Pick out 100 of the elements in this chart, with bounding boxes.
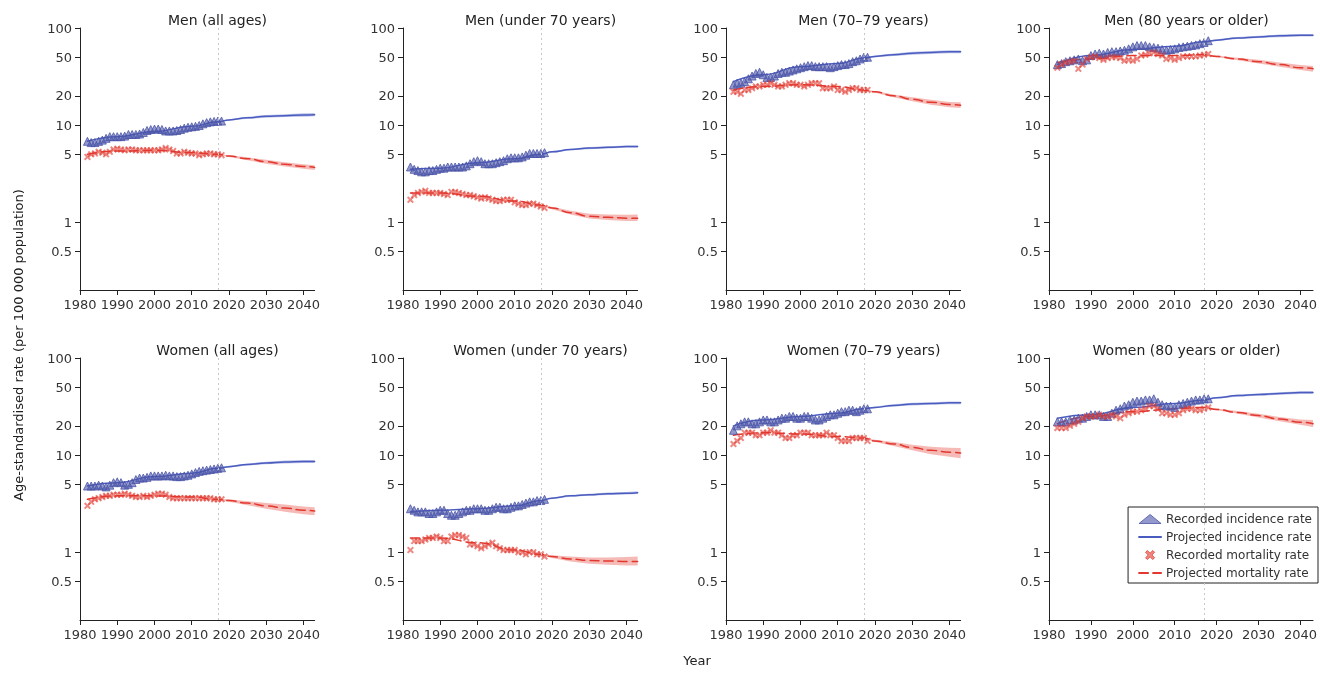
y-tick-label: 0.5 (374, 573, 395, 589)
x-tick-label: 2040 (932, 297, 966, 312)
point (1053, 64, 1061, 72)
point (1203, 394, 1213, 404)
point (217, 116, 227, 126)
chart-title: Women (80 years or older) (1092, 342, 1281, 358)
y-tick-label: 1 (63, 544, 72, 560)
point (1099, 56, 1107, 64)
point (218, 151, 226, 159)
point (540, 148, 550, 158)
y-tick-label: 10 (55, 117, 72, 133)
point (217, 463, 227, 473)
x-tick-label: 1980 (709, 627, 743, 642)
point (218, 495, 226, 503)
y-tick-label: 20 (55, 418, 72, 434)
chart-title: Women (70–79 years) (786, 342, 941, 358)
chart-title: Women (all ages) (156, 342, 279, 358)
x-tick-label: 2000 (783, 627, 818, 642)
x-tick-label: 2000 (460, 627, 495, 642)
x-tick-label: 1990 (1074, 297, 1108, 312)
x-tick-label: 2030 (1242, 297, 1276, 312)
y-tick-label: 10 (1024, 117, 1041, 133)
y-tick-label: 10 (378, 447, 395, 463)
point (406, 546, 414, 554)
chart-title: Men (under 70 years) (464, 12, 617, 28)
x-tick-label: 2020 (212, 297, 246, 312)
x-tick-label: 2020 (858, 297, 892, 312)
point (541, 553, 549, 561)
point (521, 498, 531, 508)
point (105, 480, 115, 490)
x-tick-label: 1990 (746, 627, 780, 642)
y-tick-label: 100 (370, 350, 395, 366)
y-tick-label: 1 (1032, 544, 1041, 560)
x-tick-label: 2010 (175, 627, 209, 642)
x-tick-label: 1980 (386, 297, 420, 312)
x-tick-label: 2020 (1200, 297, 1234, 312)
x-tick-label: 2030 (249, 627, 283, 642)
point (737, 434, 745, 442)
y-tick-label: 50 (701, 379, 718, 395)
x-tick-label: 2040 (286, 297, 320, 312)
y-tick-label: 50 (378, 379, 395, 395)
y-tick-label: 10 (55, 447, 72, 463)
y-tick-label: 1 (709, 544, 718, 560)
x-tick-label: 2020 (212, 627, 246, 642)
point (1116, 54, 1124, 62)
x-tick-label: 1980 (386, 627, 420, 642)
y-tick-label: 5 (386, 476, 395, 492)
y-tick-label: 20 (701, 88, 718, 104)
x-tick-label: 2040 (286, 627, 320, 642)
point (863, 52, 873, 62)
y-tick-label: 5 (386, 146, 395, 162)
x-tick-label: 2000 (460, 297, 495, 312)
y-tick-label: 5 (709, 476, 718, 492)
y-tick-label: 10 (378, 117, 395, 133)
x-tick-label: 2010 (498, 297, 532, 312)
y-tick-label: 100 (693, 350, 718, 366)
y-tick-label: 5 (1032, 146, 1041, 162)
y-tick-label: 100 (370, 20, 395, 36)
legend-label: Projected mortality rate (1166, 566, 1309, 580)
y-tick-label: 20 (55, 88, 72, 104)
x-tick-label: 2010 (1158, 627, 1192, 642)
point (1191, 40, 1201, 50)
x-tick-label: 2010 (498, 627, 532, 642)
y-tick-label: 10 (701, 447, 718, 463)
point (1133, 55, 1141, 63)
x-tick-label: 1980 (709, 297, 743, 312)
x-tick-label: 2030 (249, 297, 283, 312)
y-tick-label: 100 (47, 20, 72, 36)
x-tick-label: 1990 (100, 297, 134, 312)
x-tick-label: 2040 (1283, 297, 1317, 312)
x-tick-label: 2020 (858, 627, 892, 642)
point (1187, 405, 1195, 413)
y-tick-label: 1 (386, 214, 395, 230)
legend-label: Recorded mortality rate (1166, 548, 1310, 562)
point (1095, 54, 1103, 62)
x-tick-label: 1980 (63, 627, 97, 642)
point (1141, 405, 1149, 413)
point (737, 90, 745, 98)
chart-title: Men (all ages) (167, 12, 268, 28)
y-tick-label: 0.5 (51, 243, 72, 259)
point (540, 494, 550, 504)
y-tick-label: 20 (378, 88, 395, 104)
x-tick-label: 2000 (783, 297, 818, 312)
y-tick-label: 100 (1016, 350, 1041, 366)
x-tick-label: 2030 (572, 297, 606, 312)
point (1079, 61, 1087, 69)
point (1204, 403, 1212, 411)
point (1195, 395, 1205, 405)
y-tick-label: 1 (1032, 214, 1041, 230)
point (1119, 401, 1129, 411)
y-tick-label: 50 (701, 49, 718, 65)
point (1116, 414, 1124, 422)
x-tick-label: 2040 (609, 297, 643, 312)
y-tick-label: 0.5 (697, 573, 718, 589)
x-tick-label: 2020 (535, 297, 569, 312)
y-tick-label: 20 (1024, 418, 1041, 434)
x-tick-label: 1990 (100, 627, 134, 642)
y-tick-label: 5 (63, 146, 72, 162)
y-tick-label: 1 (386, 544, 395, 560)
y-tick-label: 100 (1016, 20, 1041, 36)
